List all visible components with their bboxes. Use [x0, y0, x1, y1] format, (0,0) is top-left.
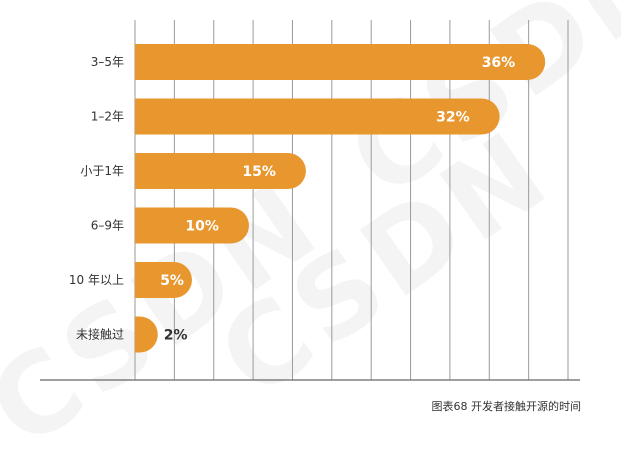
value-label-0: 36% [482, 55, 516, 71]
value-label-2: 15% [242, 164, 276, 180]
bar-2 [135, 153, 306, 189]
category-label-5: 未接触过 [76, 327, 124, 342]
bars [135, 44, 546, 353]
bar-chart: 3–5年 36% 1–2年 32% 小于1年 15% 6–9年 10% 10 年以上 5% 未接触过… [40, 20, 580, 381]
category-label-4: 10 年以上 [69, 273, 124, 287]
value-label-5: 2% [164, 328, 188, 344]
figure-caption: 图表68 开发者接触开源的时间 [431, 400, 582, 413]
bar-4 [135, 262, 192, 298]
category-label-3: 6–9年 [91, 219, 124, 233]
labels: 3–5年 36% 1–2年 32% 小于1年 15% 6–9年 10% 10 年以上 5% 未接触过… [69, 55, 515, 344]
bar-0 [135, 44, 546, 80]
value-label-3: 10% [185, 219, 219, 235]
category-label-1: 1–2年 [91, 110, 124, 124]
bar-1 [135, 98, 500, 135]
bar-5 [135, 316, 158, 353]
value-label-1: 32% [436, 110, 470, 126]
category-label-2: 小于1年 [80, 164, 124, 178]
category-label-0: 3–5年 [91, 55, 124, 69]
bar-3 [135, 207, 249, 244]
value-label-4: 5% [160, 273, 184, 289]
